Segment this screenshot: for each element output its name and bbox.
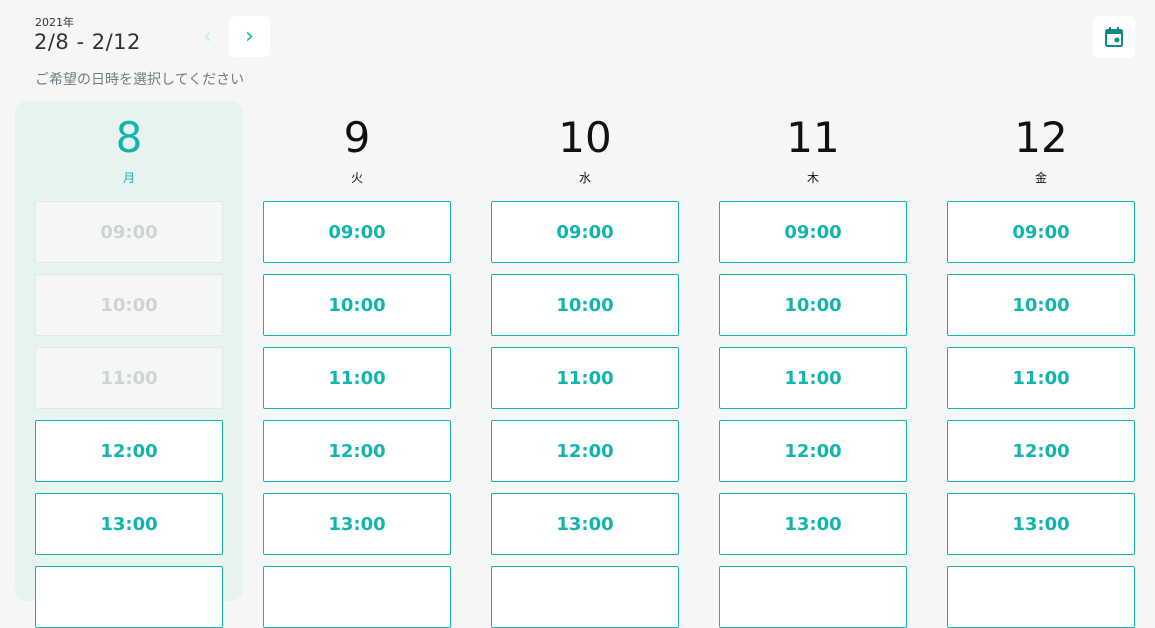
time-slot-button[interactable]: 09:00 bbox=[263, 201, 451, 263]
chevron-right-icon: › bbox=[245, 24, 254, 49]
weekday-label: 金 bbox=[1034, 171, 1047, 185]
time-slot-button[interactable]: 13:00 bbox=[263, 493, 451, 555]
time-slot-button[interactable]: 13:00 bbox=[947, 493, 1135, 555]
weekday-label: 水 bbox=[578, 171, 591, 185]
day-column: 12 金 09:00 10:00 11:00 12:00 13:00 bbox=[927, 101, 1155, 628]
time-slot-button[interactable]: 13:00 bbox=[35, 493, 223, 555]
time-slot-button[interactable] bbox=[491, 566, 679, 628]
day-column: 11 木 09:00 10:00 11:00 12:00 13:00 bbox=[699, 101, 927, 628]
time-slot-button[interactable]: 11:00 bbox=[719, 347, 907, 409]
weekday-label: 木 bbox=[806, 171, 819, 185]
time-slot-button[interactable]: 09:00 bbox=[947, 201, 1135, 263]
chevron-left-icon: ‹ bbox=[203, 24, 212, 49]
time-slot-button[interactable]: 13:00 bbox=[491, 493, 679, 555]
time-slot-button: 10:00 bbox=[35, 274, 223, 336]
next-week-button[interactable]: › bbox=[229, 16, 270, 57]
day-number: 10 bbox=[558, 113, 612, 162]
time-slot-button[interactable]: 12:00 bbox=[947, 420, 1135, 482]
day-column: 8 月 09:00 10:00 11:00 12:00 13:00 bbox=[15, 101, 243, 628]
weekday-label: 火 bbox=[350, 171, 363, 185]
day-number: 12 bbox=[1014, 113, 1068, 162]
time-slot-button[interactable] bbox=[947, 566, 1135, 628]
calendar-icon bbox=[1105, 27, 1123, 47]
time-slot-button[interactable]: 13:00 bbox=[719, 493, 907, 555]
time-slot-button[interactable]: 12:00 bbox=[719, 420, 907, 482]
time-slot-button[interactable]: 12:00 bbox=[491, 420, 679, 482]
time-slot-button[interactable]: 10:00 bbox=[263, 274, 451, 336]
day-number: 11 bbox=[786, 113, 840, 162]
time-slot-button[interactable]: 12:00 bbox=[263, 420, 451, 482]
time-slot-button[interactable]: 11:00 bbox=[947, 347, 1135, 409]
time-slot-button[interactable] bbox=[719, 566, 907, 628]
year-label: 2021年 bbox=[35, 16, 74, 29]
day-column: 10 水 09:00 10:00 11:00 12:00 13:00 bbox=[471, 101, 699, 628]
time-slot-button[interactable] bbox=[263, 566, 451, 628]
time-slot-button[interactable]: 10:00 bbox=[719, 274, 907, 336]
day-number: 9 bbox=[343, 113, 371, 162]
time-slot-button[interactable]: 09:00 bbox=[719, 201, 907, 263]
prev-week-button[interactable]: ‹ bbox=[187, 16, 228, 57]
weekday-label: 月 bbox=[122, 171, 135, 185]
time-slot-button: 11:00 bbox=[35, 347, 223, 409]
time-slot-button[interactable] bbox=[35, 566, 223, 628]
week-range: 2/8 - 2/12 bbox=[34, 30, 141, 54]
time-slot-button[interactable]: 11:00 bbox=[491, 347, 679, 409]
day-number: 8 bbox=[115, 113, 143, 162]
time-slot-button[interactable]: 09:00 bbox=[491, 201, 679, 263]
time-slot-button[interactable]: 10:00 bbox=[491, 274, 679, 336]
time-slot-button[interactable]: 11:00 bbox=[263, 347, 451, 409]
time-slot-button: 09:00 bbox=[35, 201, 223, 263]
time-slot-button[interactable]: 10:00 bbox=[947, 274, 1135, 336]
time-slot-button[interactable]: 12:00 bbox=[35, 420, 223, 482]
instruction-text: ご希望の日時を選択してください bbox=[35, 72, 245, 88]
day-column: 9 火 09:00 10:00 11:00 12:00 13:00 bbox=[243, 101, 471, 628]
calendar-button[interactable] bbox=[1093, 16, 1135, 58]
